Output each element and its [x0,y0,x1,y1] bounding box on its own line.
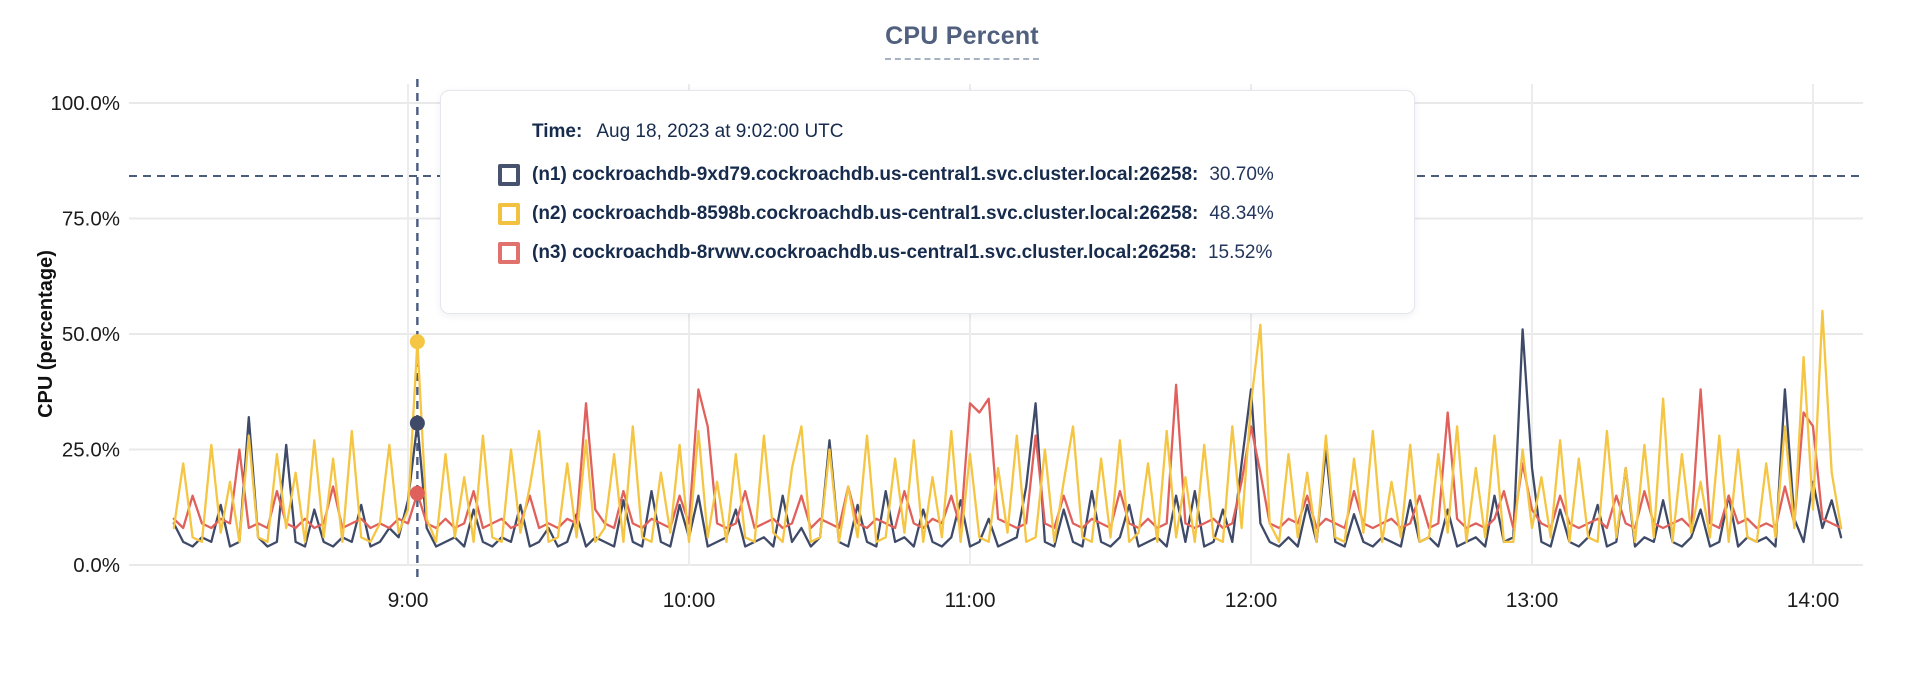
chart-title: CPU Percent [885,22,1039,60]
series-n2-label: (n2) cockroachdb-8598b.cockroachdb.us-ce… [532,203,1199,224]
x-axis-tick-label: 9:00 [388,589,429,612]
series-n2-line [172,309,1843,544]
series-n3-label: (n3) cockroachdb-8rvwv.cockroachdb.us-ce… [532,242,1197,263]
tooltip-time-row: Time: Aug 18, 2023 at 9:02:00 UTC [498,121,1374,143]
series-n1-marker-icon [498,164,520,186]
tooltip-series-row-n1: (n1) cockroachdb-9xd79.cockroachdb.us-ce… [498,164,1374,186]
chart-header: CPU Percent [0,22,1924,60]
x-axis-tick-label: 13:00 [1506,589,1559,612]
tooltip-series-row-n3: (n3) cockroachdb-8rvwv.cockroachdb.us-ce… [498,242,1374,264]
y-axis-tick-label: 50.0% [62,323,120,346]
y-axis-title: CPU (percentage) [35,250,57,418]
series-n1-value: 30.70% [1209,164,1274,185]
y-axis-tick-label: 100.0% [50,92,120,115]
series-n1-line [172,328,1843,548]
series-n1-label: (n1) cockroachdb-9xd79.cockroachdb.us-ce… [532,164,1199,185]
y-axis-tick-label: 0.0% [73,554,120,577]
hover-dot-n2 [409,334,425,350]
x-axis-tick-label: 14:00 [1787,589,1840,612]
tooltip-time-value: Aug 18, 2023 at 9:02:00 UTC [596,121,844,142]
y-axis-tick-label: 75.0% [62,208,120,231]
tooltip-series-row-n2: (n2) cockroachdb-8598b.cockroachdb.us-ce… [498,203,1374,225]
tooltip-time-label: Time: [532,121,583,142]
x-axis-tick-label: 12:00 [1225,589,1278,612]
series-n3-value: 15.52% [1207,242,1273,263]
series-n3-marker-icon [498,242,520,264]
x-axis-tick-label: 10:00 [663,589,716,612]
hover-dot-n1 [409,415,425,431]
series-n2-marker-icon [498,203,520,225]
x-axis-tick-label: 11:00 [945,589,996,612]
hover-tooltip: Time: Aug 18, 2023 at 9:02:00 UTC (n1) co… [440,90,1415,314]
series-n2-value: 48.34% [1209,203,1274,224]
y-axis-tick-label: 25.0% [62,439,120,462]
hover-dot-n3 [409,485,425,501]
